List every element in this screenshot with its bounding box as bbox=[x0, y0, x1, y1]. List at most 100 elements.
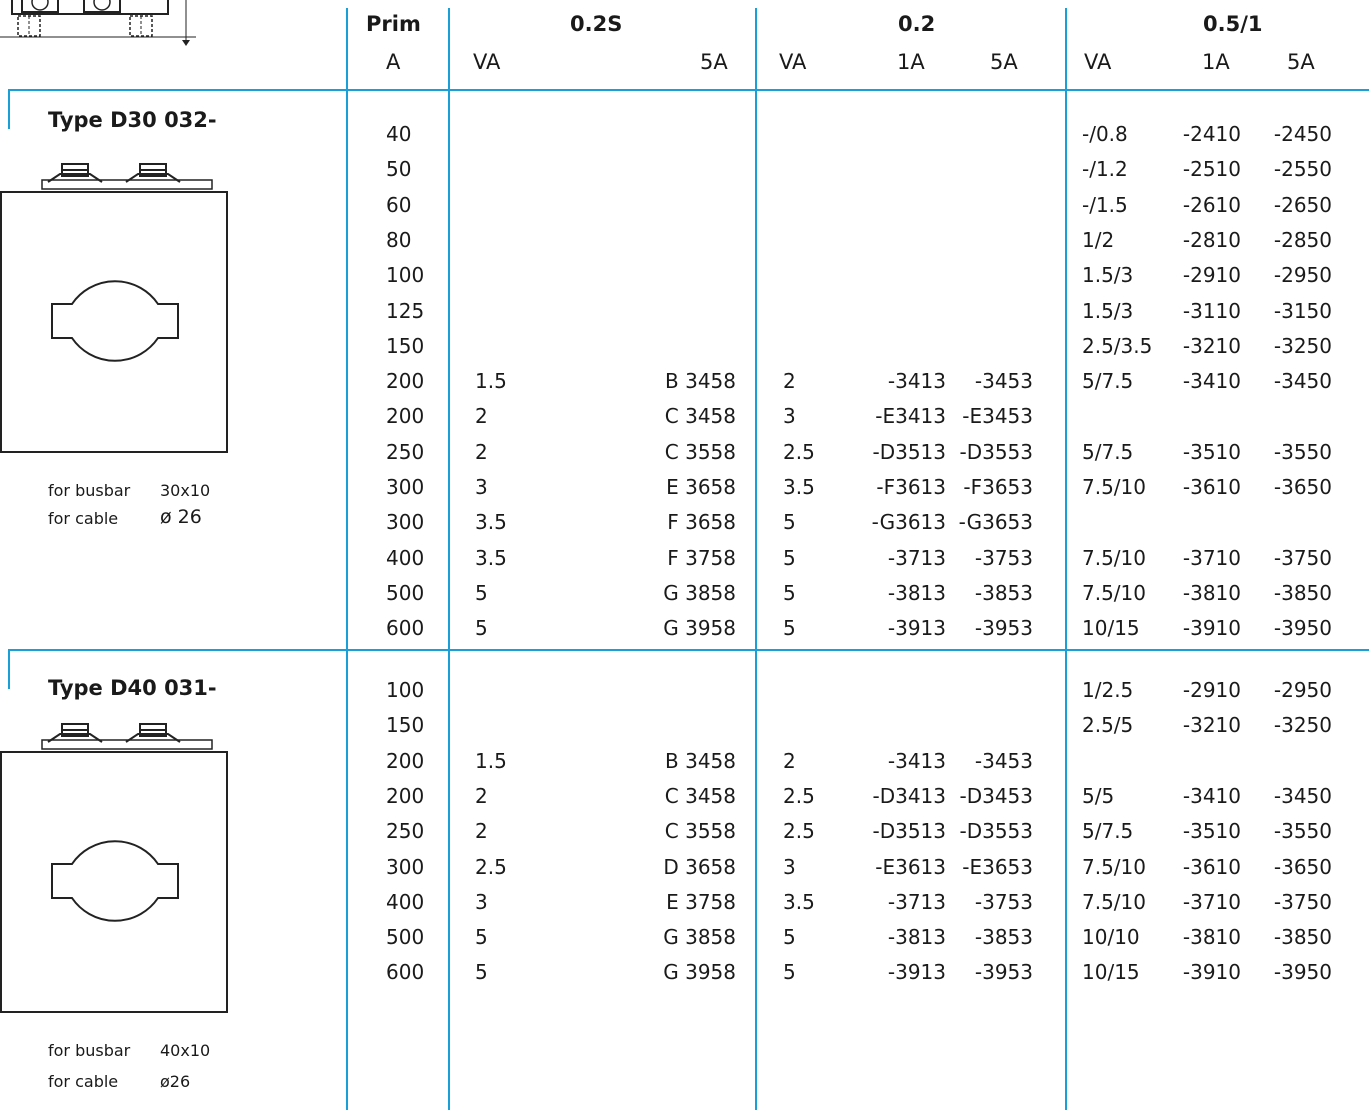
va-051-cell: 2.5/3.5 bbox=[1082, 333, 1153, 358]
prim-cell: 125 bbox=[386, 298, 425, 323]
va-02-cell: 2.5 bbox=[783, 439, 815, 464]
prim-cell: 400 bbox=[386, 889, 425, 914]
1a-02-cell: -D3413 bbox=[872, 783, 946, 808]
1a-051-cell: -2610 bbox=[1182, 192, 1241, 217]
busbar-label: for busbar bbox=[48, 481, 131, 500]
va-051-cell: 7.5/10 bbox=[1082, 545, 1146, 570]
divider-prim bbox=[346, 8, 348, 1110]
busbar-value: 40x10 bbox=[160, 1041, 211, 1060]
1a-051-cell: -3910 bbox=[1182, 616, 1241, 641]
va-02s-cell: 5 bbox=[475, 616, 488, 641]
5a-02-cell: -D3553 bbox=[959, 819, 1033, 844]
va-051-cell: 2.5/5 bbox=[1082, 713, 1134, 738]
5a-02s-cell: E 3758 bbox=[666, 889, 736, 914]
1a-02-cell: -3813 bbox=[887, 580, 946, 605]
section-marker-2 bbox=[8, 649, 10, 689]
group-header-051: 0.5/1 bbox=[1203, 12, 1263, 36]
1a-051-cell: -3210 bbox=[1182, 333, 1241, 358]
5a-02s-cell: B 3458 bbox=[665, 369, 736, 394]
5a-051-cell: -2850 bbox=[1273, 227, 1332, 252]
va-02-cell: 5 bbox=[783, 545, 796, 570]
5a-02s-cell: G 3958 bbox=[663, 960, 736, 985]
1a-02-cell: -E3613 bbox=[875, 854, 946, 879]
subcol-02s-va: VA bbox=[473, 50, 501, 74]
prim-cell: 50 bbox=[386, 157, 412, 182]
va-02s-cell: 3.5 bbox=[475, 545, 507, 570]
1a-051-cell: -3610 bbox=[1182, 475, 1241, 499]
va-02-cell: 5 bbox=[783, 580, 796, 605]
va-051-cell: 1/2 bbox=[1082, 227, 1115, 252]
va-051-cell: 1.5/3 bbox=[1082, 298, 1134, 323]
5a-051-cell: -3450 bbox=[1273, 369, 1332, 394]
prim-cell: 150 bbox=[386, 713, 425, 738]
subcol-02-1a: 1A bbox=[897, 50, 925, 74]
prim-cell: 500 bbox=[386, 580, 425, 605]
5a-02s-cell: F 3758 bbox=[667, 545, 736, 570]
1a-051-cell: -2510 bbox=[1182, 157, 1241, 182]
va-02s-cell: 5 bbox=[475, 960, 488, 985]
1a-051-cell: -3210 bbox=[1182, 713, 1241, 738]
prim-cell: 200 bbox=[386, 404, 425, 429]
va-02s-cell: 2 bbox=[475, 404, 488, 429]
va-02s-cell: 3.5 bbox=[475, 510, 507, 535]
va-02s-cell: 5 bbox=[475, 580, 488, 605]
5a-051-cell: -3150 bbox=[1273, 298, 1332, 323]
va-02s-cell: 2 bbox=[475, 819, 488, 844]
prim-cell: 200 bbox=[386, 783, 425, 808]
5a-02-cell: -E3653 bbox=[962, 854, 1033, 879]
prim-unit-header: A bbox=[386, 50, 401, 74]
5a-051-cell: -3650 bbox=[1273, 475, 1332, 499]
cable-label: for cable bbox=[48, 509, 119, 528]
subcol-051-5a: 5A bbox=[1287, 50, 1315, 74]
va-051-cell: 5/7.5 bbox=[1082, 819, 1134, 844]
va-051-cell: -/0.8 bbox=[1082, 122, 1128, 146]
section-marker-1 bbox=[8, 89, 10, 129]
prim-cell: 200 bbox=[386, 369, 425, 394]
subcol-051-va: VA bbox=[1084, 50, 1112, 74]
5a-051-cell: -2450 bbox=[1273, 122, 1332, 146]
5a-02s-cell: G 3958 bbox=[663, 616, 736, 641]
cable-value: ø 26 bbox=[160, 506, 202, 528]
5a-02s-cell: C 3458 bbox=[664, 404, 736, 429]
1a-051-cell: -2410 bbox=[1182, 122, 1241, 146]
1a-051-cell: -2910 bbox=[1182, 263, 1241, 288]
section-separator-2 bbox=[8, 649, 1369, 651]
5a-051-cell: -3750 bbox=[1273, 889, 1332, 914]
prim-cell: 200 bbox=[386, 748, 425, 773]
1a-051-cell: -2810 bbox=[1182, 227, 1241, 252]
1a-02-cell: -G3613 bbox=[871, 510, 946, 535]
1a-051-cell: -2910 bbox=[1182, 678, 1241, 702]
va-051-cell: 7.5/10 bbox=[1082, 580, 1146, 605]
section-type-title: Type D40 031- bbox=[48, 676, 217, 700]
prim-cell: 100 bbox=[386, 678, 425, 702]
5a-02s-cell: B 3458 bbox=[665, 748, 736, 773]
1a-02-cell: -3413 bbox=[887, 748, 946, 773]
prim-cell: 500 bbox=[386, 925, 425, 950]
va-02-cell: 2.5 bbox=[783, 819, 815, 844]
prim-cell: 400 bbox=[386, 545, 425, 570]
5a-02-cell: -E3453 bbox=[962, 404, 1033, 429]
top-drawing-fragment bbox=[0, 0, 196, 46]
5a-02s-cell: C 3558 bbox=[664, 439, 736, 464]
va-051-cell: 10/15 bbox=[1082, 616, 1140, 641]
5a-051-cell: -3850 bbox=[1273, 925, 1332, 950]
1a-02-cell: -3413 bbox=[887, 369, 946, 394]
1a-051-cell: -3710 bbox=[1182, 889, 1241, 914]
va-051-cell: 5/7.5 bbox=[1082, 369, 1134, 394]
1a-02-cell: -3913 bbox=[887, 616, 946, 641]
5a-02s-cell: D 3658 bbox=[663, 854, 736, 879]
5a-051-cell: -3250 bbox=[1273, 713, 1332, 738]
prim-cell: 80 bbox=[386, 227, 412, 252]
5a-02-cell: -3753 bbox=[974, 889, 1033, 914]
va-051-cell: 7.5/10 bbox=[1082, 475, 1146, 499]
busbar-value: 30x10 bbox=[160, 481, 211, 500]
transformer-drawing-icon bbox=[0, 723, 228, 1013]
divider-02 bbox=[755, 8, 757, 1110]
5a-02s-cell: C 3558 bbox=[664, 819, 736, 844]
prim-header: Prim bbox=[366, 12, 421, 36]
va-051-cell: 10/10 bbox=[1082, 925, 1140, 950]
va-051-cell: 5/5 bbox=[1082, 783, 1115, 808]
5a-02-cell: -3953 bbox=[974, 616, 1033, 641]
5a-051-cell: -3850 bbox=[1273, 580, 1332, 605]
prim-cell: 600 bbox=[386, 616, 425, 641]
